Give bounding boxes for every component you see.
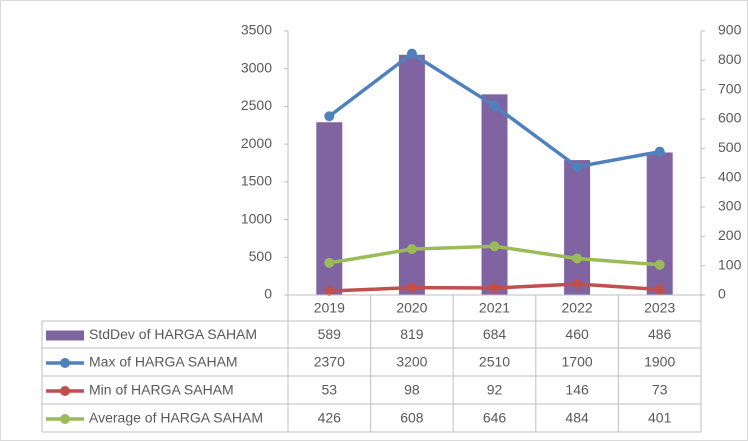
marker — [406, 244, 417, 255]
marker — [489, 283, 500, 294]
marker — [572, 161, 583, 172]
legend-key — [46, 330, 84, 341]
table-value: 460 — [565, 326, 589, 342]
y-tick-label: 3500 — [241, 22, 272, 38]
table-value: 53 — [322, 382, 338, 398]
y2-tick-label: 100 — [718, 256, 742, 272]
marker — [654, 146, 665, 157]
y-tick-label: 3000 — [241, 59, 272, 75]
y2-tick-label: 400 — [718, 168, 742, 184]
y2-tick-label: 200 — [718, 227, 742, 243]
y-tick-label: 0 — [264, 286, 272, 302]
table-value: 426 — [318, 410, 342, 426]
table-value: 1700 — [562, 354, 593, 370]
table-value: 401 — [648, 410, 672, 426]
table-value: 146 — [565, 382, 589, 398]
marker — [572, 253, 583, 264]
table-value: 608 — [400, 410, 424, 426]
marker — [489, 100, 500, 111]
table-value: 684 — [483, 326, 507, 342]
table-value: 589 — [318, 326, 342, 342]
y-tick-label: 1000 — [241, 210, 272, 226]
y2-tick-label: 600 — [718, 110, 742, 126]
marker — [324, 286, 335, 297]
legend-key — [60, 358, 70, 368]
legend-key — [60, 414, 70, 424]
marker — [324, 111, 335, 122]
bar — [646, 152, 673, 295]
y2-tick-label: 900 — [718, 22, 742, 38]
y2-tick-label: 0 — [718, 286, 726, 302]
legend-label: StdDev of HARGA SAHAM — [89, 326, 257, 342]
legend-label: Max of HARGA SAHAM — [89, 354, 238, 370]
y-tick-label: 500 — [249, 248, 273, 264]
x-tick-label: 2023 — [644, 300, 675, 316]
table-value: 98 — [404, 382, 420, 398]
y-tick-label: 1500 — [241, 173, 272, 189]
marker — [406, 48, 417, 59]
table-value: 646 — [483, 410, 507, 426]
table-value: 73 — [652, 382, 668, 398]
bar — [564, 160, 591, 295]
table-value: 92 — [487, 382, 503, 398]
legend-label: Average of HARGA SAHAM — [89, 410, 263, 426]
bar — [398, 54, 425, 296]
legend-key — [60, 386, 70, 396]
table-value: 486 — [648, 326, 672, 342]
table-value: 1900 — [644, 354, 675, 370]
x-tick-label: 2020 — [396, 300, 427, 316]
legend-label: Min of HARGA SAHAM — [89, 382, 234, 398]
y2-tick-label: 500 — [718, 139, 742, 155]
marker — [654, 259, 665, 270]
table-value: 819 — [400, 326, 424, 342]
table-value: 2510 — [479, 354, 510, 370]
table-value: 484 — [565, 410, 589, 426]
y2-tick-label: 700 — [718, 80, 742, 96]
y-tick-label: 2500 — [241, 97, 272, 113]
marker — [654, 284, 665, 295]
x-tick-label: 2022 — [562, 300, 593, 316]
x-tick-label: 2019 — [314, 300, 345, 316]
x-tick-label: 2021 — [479, 300, 510, 316]
table-value: 3200 — [396, 354, 427, 370]
y2-tick-label: 300 — [718, 198, 742, 214]
marker — [489, 241, 500, 252]
y-tick-label: 2000 — [241, 135, 272, 151]
marker — [572, 278, 583, 289]
y2-tick-label: 800 — [718, 51, 742, 67]
bar — [316, 122, 343, 295]
marker — [324, 257, 335, 268]
bar — [481, 94, 508, 295]
marker — [406, 282, 417, 293]
table-value: 2370 — [314, 354, 345, 370]
